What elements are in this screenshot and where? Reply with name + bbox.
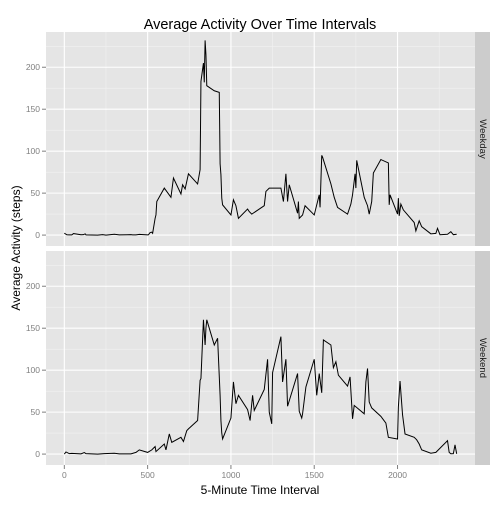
y-tick-label: 100 <box>26 146 40 156</box>
series-line <box>64 40 457 236</box>
x-axis-label: 5-Minute Time Interval <box>201 483 320 497</box>
x-axis-ticks: 0 500 1000 1500 2000 <box>62 465 407 480</box>
strip-label-weekend: Weekend <box>477 338 488 378</box>
y-tick-label: 150 <box>26 323 40 333</box>
grid-lines <box>46 32 475 246</box>
series-line <box>63 319 458 455</box>
strip-background <box>475 32 490 246</box>
x-tick-label: 1000 <box>221 470 240 480</box>
y-tick-label: 100 <box>26 365 40 375</box>
y-tick-label: 200 <box>26 62 40 72</box>
strip-label-weekday: Weekday <box>477 119 488 159</box>
x-tick-label: 0 <box>62 470 67 480</box>
y-tick-label: 0 <box>35 230 40 240</box>
y-tick-label: 50 <box>31 188 41 198</box>
chart-title: Average Activity Over Time Intervals <box>144 17 377 33</box>
y-axis-ticks: 0 50 100 150 200 <box>26 62 46 240</box>
panel-weekday: 0 50 100 150 200 Weekday <box>26 32 490 246</box>
x-tick-label: 500 <box>141 470 155 480</box>
grid-lines <box>46 251 475 465</box>
x-tick-label: 1500 <box>305 470 324 480</box>
y-axis-ticks: 0 50 100 150 200 <box>26 281 46 459</box>
x-tick-label: 2000 <box>388 470 407 480</box>
y-tick-label: 150 <box>26 104 40 114</box>
panel-weekend: 0 50 100 150 200 Weekend <box>26 251 490 465</box>
y-tick-label: 0 <box>35 449 40 459</box>
y-tick-label: 50 <box>31 407 41 417</box>
strip-background <box>475 251 490 465</box>
y-axis-label: Average Activity (steps) <box>9 185 23 310</box>
y-tick-label: 200 <box>26 281 40 291</box>
